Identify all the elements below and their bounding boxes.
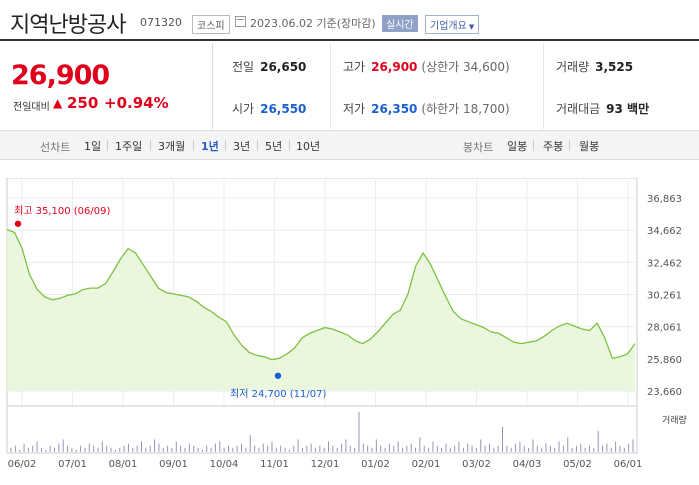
high-marker [14, 220, 22, 227]
y-tick-label: 30,261 [647, 291, 682, 302]
y-tick-label: 28,061 [647, 323, 682, 334]
up-arrow-icon: ▲ [53, 96, 63, 110]
low-price: 저가 26,350 (하한가 18,700) [343, 100, 510, 117]
candle-daily[interactable]: 일봉 [507, 140, 528, 153]
amount-value: 93 백만 [606, 102, 650, 116]
candle-chart-label: 봉차트 [463, 141, 494, 154]
change-value: 250 [67, 94, 99, 112]
company-info-dropdown[interactable]: 기업개요 ▼ [425, 15, 480, 34]
market-badge: 코스피 [192, 15, 230, 34]
change-percent: +0.94% [104, 94, 169, 112]
price-box: 26,900 전일대비 ▲ 250 +0.94% [0, 43, 213, 129]
low-annotation: 최저 24,700 (11/07) [230, 388, 326, 400]
high-label: 고가 [343, 60, 366, 74]
upper-limit: (상한가 34,600) [421, 60, 510, 74]
x-tick-label: 05/02 [563, 459, 592, 470]
lower-limit: (하한가 18,700) [421, 102, 510, 116]
x-tick-label: 03/02 [462, 459, 491, 470]
caret-down-icon: ▼ [468, 23, 475, 31]
y-tick-label: 25,860 [647, 355, 682, 366]
price-area [7, 229, 635, 391]
stock-code: 071320 [140, 16, 182, 29]
x-tick-label: 06/01 [614, 459, 643, 470]
price-line [6, 228, 636, 361]
divider [193, 140, 194, 151]
y-tick-label: 23,660 [647, 387, 682, 398]
divider [543, 43, 544, 129]
x-tick-label: 12/01 [311, 459, 340, 470]
period-1y[interactable]: 1년 [201, 140, 219, 153]
volume-frame [6, 405, 638, 454]
high-annotation: 최고 35,100 (06/09) [14, 205, 110, 217]
divider [569, 140, 570, 151]
volume-value: 3,525 [595, 60, 634, 74]
current-price: 26,900 [11, 60, 110, 91]
period-1w[interactable]: 1주일 [115, 140, 143, 153]
trade-amount: 거래대금 93 백만 [556, 100, 649, 117]
x-tick-label: 06/02 [8, 459, 37, 470]
open-label: 시가 [232, 102, 255, 116]
low-label: 저가 [343, 102, 366, 116]
x-tick-label: 10/04 [210, 459, 239, 470]
open-price: 시가 26,550 [232, 100, 306, 117]
prev-close: 전일 26,650 [232, 58, 306, 75]
stock-header: 지역난방공사 071320 코스피 2023.06.02 기준(장마감) 실시간… [0, 0, 699, 41]
base-date: 2023.06.02 기준(장마감) [250, 17, 376, 30]
x-tick-label: 01/02 [361, 459, 390, 470]
y-tick-label: 34,662 [647, 226, 682, 237]
company-info-label: 기업개요 [430, 21, 467, 32]
high-value: 26,900 [371, 60, 418, 74]
realtime-button[interactable]: 실시간 [382, 15, 418, 32]
volume-label: 거래량 [662, 414, 687, 426]
volume: 거래량 3,525 [556, 58, 633, 75]
x-tick-label: 04/03 [513, 459, 542, 470]
period-1d[interactable]: 1일 [84, 140, 102, 153]
y-tick-label: 32,462 [647, 258, 682, 269]
high-price: 고가 26,900 (상한가 34,600) [343, 58, 510, 75]
candle-weekly[interactable]: 주봉 [543, 140, 564, 153]
amount-label: 거래대금 [556, 102, 601, 116]
open-value: 26,550 [260, 102, 307, 116]
price-summary: 26,900 전일대비 ▲ 250 +0.94% 전일 26,650 고가 26,9… [0, 43, 699, 129]
low-marker [274, 372, 282, 379]
divider [330, 43, 331, 129]
x-tick-label: 08/01 [109, 459, 138, 470]
chart-svg: 36,863 34,662 32,462 30,261 28,061 25,860 23,6… [6, 177, 687, 470]
period-bar: 선차트 1일 1주일 3개월 1년 3년 5년 10년 봉차트 일봉 주봉 월봉 [0, 130, 699, 160]
candle-monthly[interactable]: 월봉 [579, 140, 600, 153]
x-tick-label: 02/01 [412, 459, 441, 470]
line-chart-label: 선차트 [40, 141, 71, 154]
y-tick-label: 36,863 [647, 194, 682, 205]
divider [533, 140, 534, 151]
change-label: 전일대비 [13, 102, 50, 113]
price-chart: 36,863 34,662 32,462 30,261 28,061 25,860 23,6… [0, 177, 699, 481]
divider [107, 140, 108, 151]
period-3y[interactable]: 3년 [233, 140, 251, 153]
x-tick-label: 11/01 [260, 459, 289, 470]
x-tick-label: 09/01 [159, 459, 188, 470]
prev-close-value: 26,650 [260, 60, 307, 74]
period-5y[interactable]: 5년 [265, 140, 283, 153]
divider [225, 140, 226, 151]
divider [257, 140, 258, 151]
divider [289, 140, 290, 151]
period-10y[interactable]: 10년 [296, 140, 321, 153]
x-tick-label: 07/01 [58, 459, 87, 470]
stock-name: 지역난방공사 [10, 13, 126, 38]
volume-label: 거래량 [556, 60, 590, 74]
low-value: 26,350 [371, 102, 418, 116]
divider [150, 140, 151, 151]
period-3m[interactable]: 3개월 [158, 140, 186, 153]
calendar-icon [235, 16, 246, 27]
prev-close-label: 전일 [232, 60, 255, 74]
